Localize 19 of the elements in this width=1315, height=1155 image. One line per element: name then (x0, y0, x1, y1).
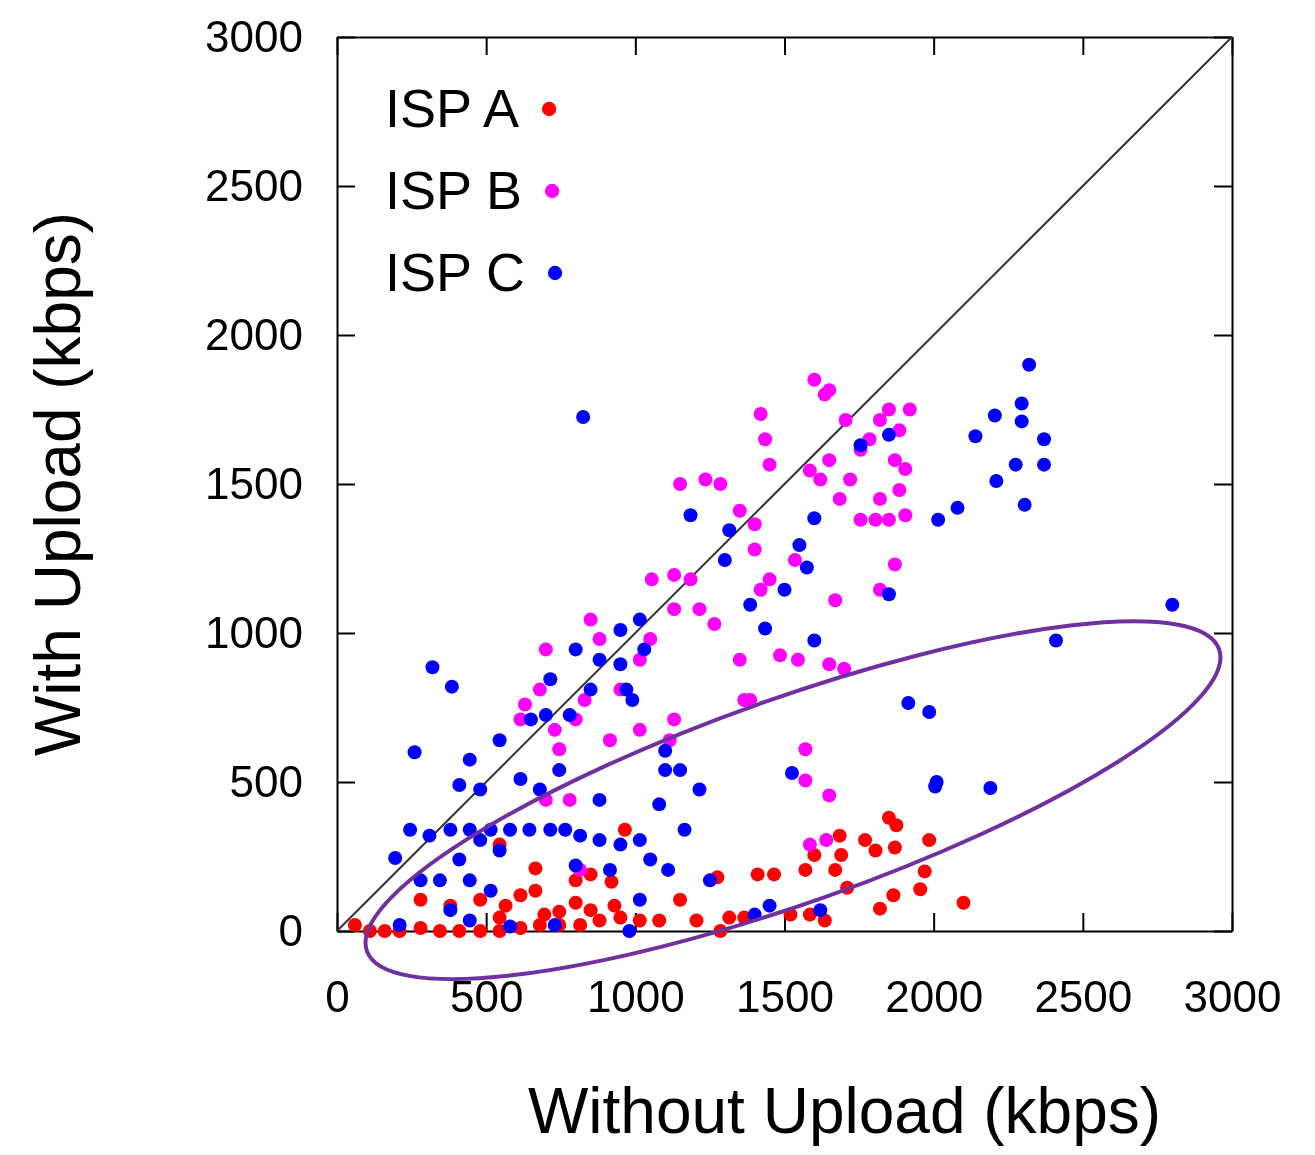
legend-label: ISP A (385, 78, 520, 138)
legend-label: ISP B (385, 160, 523, 220)
y-tick-label: 2000 (205, 309, 303, 359)
x-tick-label: 1000 (586, 972, 685, 1022)
x-tick-label: 2000 (885, 972, 984, 1022)
y-tick-label: 3000 (205, 11, 303, 61)
y-tick-label: 1000 (205, 607, 303, 657)
x-axis-title: Without Upload (kbps) (527, 1075, 1162, 1147)
y-axis-title: With Upload (kbps) (22, 211, 94, 757)
y-tick-label: 500 (229, 756, 303, 806)
x-tick-label: 500 (449, 972, 524, 1022)
y-tick-label: 0 (278, 905, 303, 955)
x-tick-label: 3000 (1183, 972, 1282, 1022)
x-tick-label: 0 (325, 972, 350, 1022)
y-tick-label: 1500 (205, 458, 303, 508)
x-tick-label: 2500 (1034, 972, 1133, 1022)
legend-label: ISP C (385, 242, 526, 302)
y-tick-label: 2500 (205, 160, 303, 210)
x-tick-label: 1500 (736, 972, 834, 1022)
